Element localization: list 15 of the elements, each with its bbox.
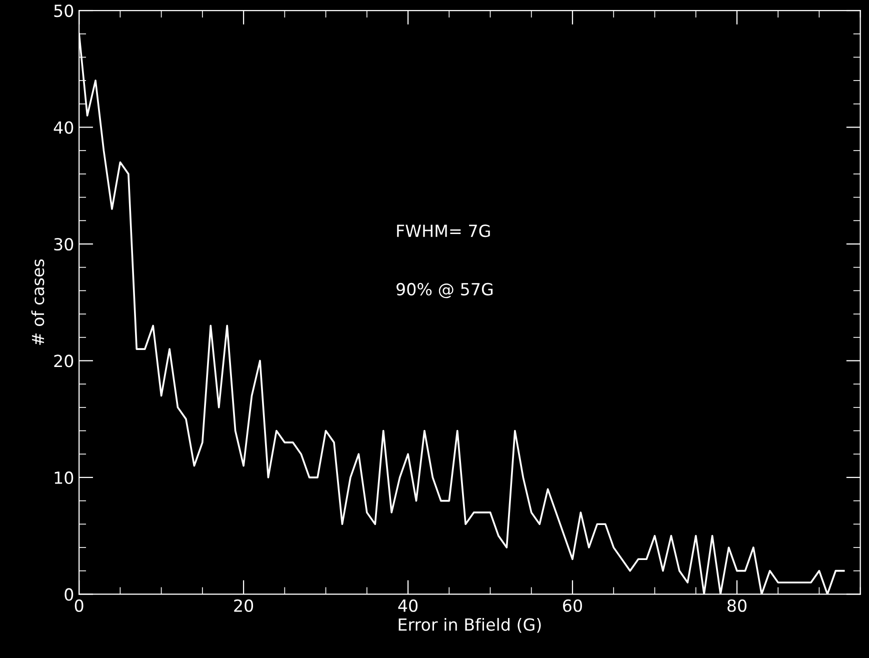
x-axis-title: Error in Bfield (G) xyxy=(398,618,541,633)
x-tick-label: 60 xyxy=(563,599,582,612)
annotation: FWHM= 7G xyxy=(397,224,490,238)
y-tick-label: 30 xyxy=(54,238,74,251)
y-tick-label: 20 xyxy=(54,354,74,368)
x-tick-label: 80 xyxy=(727,599,746,612)
x-tick-label: 40 xyxy=(398,599,418,612)
y-tick-label: 50 xyxy=(54,4,74,18)
x-tick-label: 20 xyxy=(234,599,254,612)
y-tick-label: 0 xyxy=(64,588,74,601)
annotation: 90% @ 57G xyxy=(396,282,493,298)
y-tick-label: 40 xyxy=(54,121,74,134)
x-tick-label: 0 xyxy=(74,599,84,612)
y-axis-title: # of cases xyxy=(31,259,44,345)
y-tick-label: 10 xyxy=(54,471,74,484)
